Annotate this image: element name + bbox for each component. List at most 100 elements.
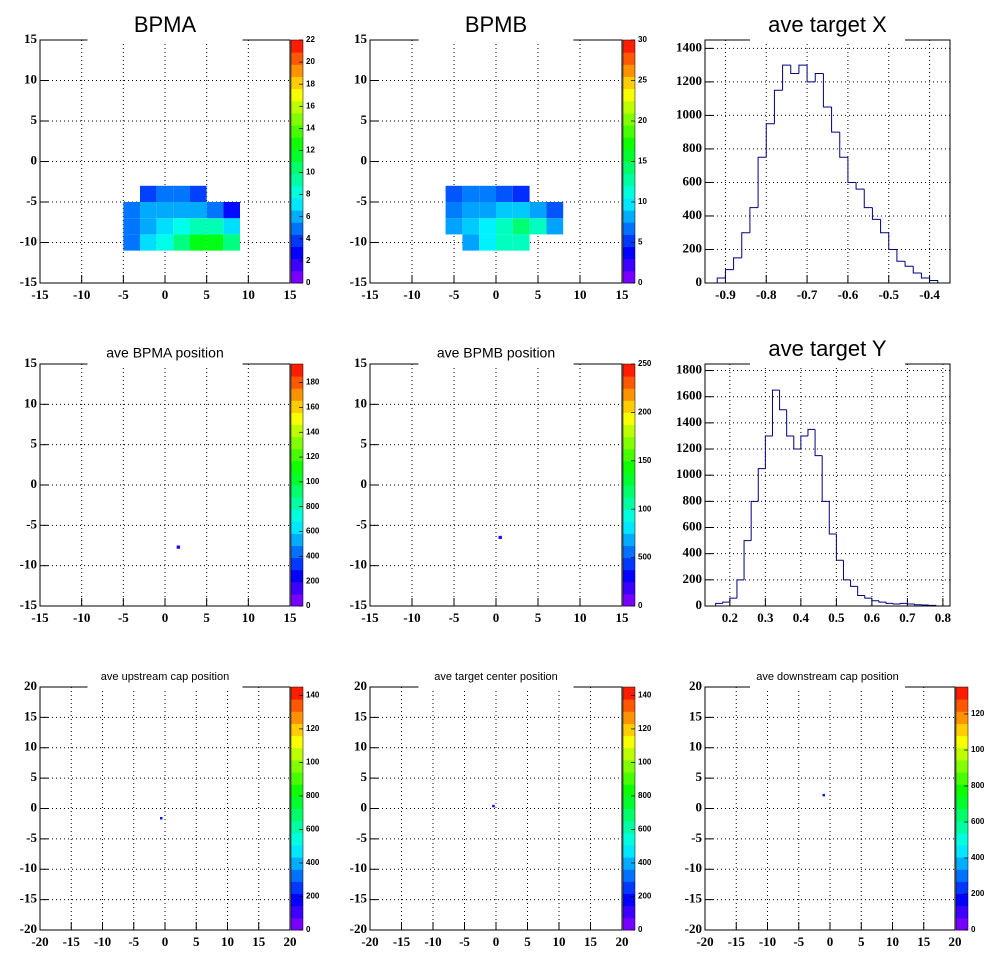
y-tick-label: 15 bbox=[354, 355, 368, 370]
x-tick-label: 10 bbox=[886, 934, 899, 949]
heat-cell bbox=[529, 218, 547, 235]
y-tick-label: -10 bbox=[350, 860, 367, 875]
palette-band bbox=[956, 687, 968, 700]
heat-cell bbox=[546, 218, 564, 235]
palette-tick-label: 800 bbox=[306, 502, 320, 511]
palette-tick-label: 140 bbox=[306, 690, 320, 699]
heat-cell bbox=[496, 218, 513, 235]
chart-title: BPMB bbox=[465, 12, 527, 37]
palette-band bbox=[956, 832, 968, 846]
x-tick-label: 0 bbox=[493, 287, 500, 302]
palette-band bbox=[291, 364, 303, 377]
palette-band bbox=[291, 784, 303, 797]
histogram-bin bbox=[855, 182, 865, 190]
palette-band bbox=[623, 460, 635, 474]
y-tick-label: -20 bbox=[685, 921, 702, 936]
palette-band bbox=[291, 388, 303, 401]
title-box bbox=[750, 334, 905, 365]
y-tick-label: 0 bbox=[361, 799, 368, 814]
histogram-bin bbox=[733, 257, 742, 270]
y-tick-label: -15 bbox=[350, 274, 368, 289]
x-tick-label: 0 bbox=[162, 610, 169, 625]
title-box bbox=[418, 657, 574, 688]
palette-band bbox=[291, 222, 303, 235]
heat-cell bbox=[496, 202, 513, 219]
x-tick-label: 15 bbox=[616, 610, 630, 625]
chart-title: ave upstream cap position bbox=[101, 671, 229, 683]
heat-cell bbox=[206, 234, 224, 251]
x-tick-label: 0.4 bbox=[793, 610, 810, 625]
x-tick-label: 0 bbox=[493, 934, 500, 949]
palette-band bbox=[623, 820, 635, 834]
heat-cell bbox=[223, 202, 240, 219]
y-tick-label: 15 bbox=[354, 31, 368, 46]
y-tick-label: 0 bbox=[696, 597, 703, 612]
palette-tick-label: 0 bbox=[306, 925, 311, 934]
histogram-bin bbox=[929, 277, 939, 283]
histogram-bin bbox=[913, 604, 922, 606]
title-box bbox=[418, 334, 574, 365]
palette-tick-label: 100 bbox=[971, 745, 985, 754]
y-tick-label: -15 bbox=[685, 891, 703, 906]
palette-tick-label: 100 bbox=[638, 758, 652, 767]
histogram-bin bbox=[920, 272, 930, 279]
palette-band bbox=[291, 869, 303, 882]
y-tick-label: -5 bbox=[691, 830, 702, 845]
histogram-bin bbox=[807, 428, 816, 436]
palette-band bbox=[291, 376, 303, 389]
histogram-bin bbox=[773, 89, 783, 124]
palette-band bbox=[623, 173, 635, 187]
heat-cell bbox=[496, 234, 513, 251]
y-tick-label: 10 bbox=[354, 71, 367, 86]
palette-band bbox=[956, 711, 968, 724]
heat-cell bbox=[479, 234, 496, 251]
heat-cell bbox=[173, 218, 190, 235]
palette-tick-label: 30 bbox=[638, 35, 647, 44]
heat-cell bbox=[173, 185, 190, 202]
palette-band bbox=[956, 759, 968, 773]
histogram-bin bbox=[892, 603, 901, 605]
y-tick-label: -10 bbox=[350, 233, 367, 248]
heat-cell bbox=[512, 185, 530, 202]
palette-tick-label: 0 bbox=[306, 278, 311, 287]
palette-band bbox=[291, 400, 303, 413]
palette-band bbox=[623, 593, 635, 607]
histogram-bin bbox=[842, 560, 851, 581]
histogram-bin bbox=[790, 65, 799, 75]
palette-frame bbox=[290, 363, 304, 607]
y-tick-label: 0 bbox=[696, 274, 703, 289]
x-tick-label: 5 bbox=[203, 287, 210, 302]
x-tick-label: 10 bbox=[221, 934, 234, 949]
y-tick-label: 15 bbox=[354, 708, 368, 723]
palette-tick-label: 120 bbox=[971, 709, 985, 718]
y-tick-label: 5 bbox=[696, 769, 703, 784]
y-tick-label: 20 bbox=[354, 678, 367, 693]
x-tick-label: -10 bbox=[73, 610, 90, 625]
histogram-bin bbox=[912, 266, 922, 274]
y-tick-label: 0 bbox=[361, 152, 368, 167]
palette-tick-label: 200 bbox=[638, 892, 652, 901]
histogram-bin bbox=[782, 64, 791, 91]
y-tick-label: 1400 bbox=[676, 39, 702, 54]
y-tick-label: 10 bbox=[689, 739, 702, 754]
x-tick-label: 15 bbox=[917, 934, 931, 949]
palette-band bbox=[623, 149, 635, 162]
palette-tick-label: 0 bbox=[638, 601, 643, 610]
palette-tick-label: 16 bbox=[306, 101, 315, 110]
x-tick-label: 15 bbox=[284, 287, 298, 302]
palette-band bbox=[623, 905, 635, 919]
palette-band bbox=[956, 699, 968, 712]
y-tick-label: 1000 bbox=[676, 106, 702, 121]
palette-tick-label: 0 bbox=[638, 925, 643, 934]
y-tick-label: 5 bbox=[31, 769, 38, 784]
x-tick-label: 20 bbox=[284, 934, 297, 949]
x-tick-label: 0.7 bbox=[899, 610, 916, 625]
x-tick-label: 20 bbox=[949, 934, 962, 949]
palette-band bbox=[291, 197, 303, 211]
palette-band bbox=[623, 796, 635, 809]
y-tick-label: -5 bbox=[26, 830, 37, 845]
palette-band bbox=[291, 593, 303, 607]
heat-cell bbox=[160, 817, 163, 820]
palette-tick-label: 10 bbox=[638, 197, 647, 206]
heat-cell bbox=[156, 234, 174, 251]
